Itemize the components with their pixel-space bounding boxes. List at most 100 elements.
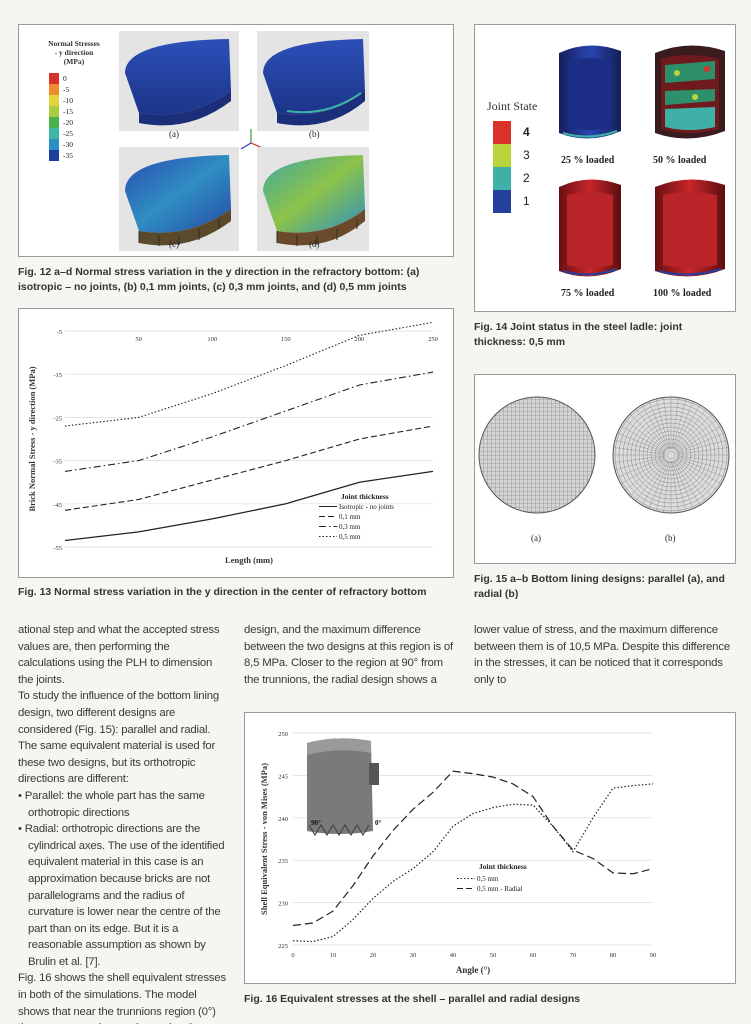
fig16-series-line: [292, 783, 654, 943]
fig12-scale-swatch: [49, 117, 59, 128]
fig13-xtick-label: 150: [281, 336, 291, 343]
fig12-label-c: (c): [169, 239, 179, 249]
fig16-ytick-label: 235: [278, 858, 288, 865]
fig16-xtick-label: 50: [490, 952, 497, 959]
fig12-scale-swatch: [49, 139, 59, 150]
body-col2-para: design, and the maximum difference betwe…: [244, 624, 454, 686]
fig13-caption-text: Normal stress variation in the y directi…: [51, 586, 427, 598]
fig13-xtick-label: 50: [135, 336, 142, 343]
fig16-legend-title: Joint thickness: [479, 862, 527, 871]
fig14-panel: Joint State 4 3 2 1 25 % loaded: [474, 24, 736, 312]
fig16-ytick-label: 245: [278, 773, 288, 780]
body-col1b-para: Fig. 16 shows the shell equivalent stres…: [18, 972, 226, 1024]
fig16-xtick-label: 20: [370, 952, 377, 959]
fig12-scale-label: -10: [63, 96, 73, 105]
fig13-legend-label: 0,1 mm: [339, 513, 361, 521]
fig12-axes-triad: [240, 129, 266, 150]
fig13-series-line: [64, 470, 434, 542]
fig13-ytick-label: -35: [53, 459, 62, 466]
fig16-caption-text: Equivalent stresses at the shell – paral…: [277, 993, 581, 1005]
fig12-scale-label: 0: [63, 74, 67, 83]
fig13-ylabel: Brick Normal Stress - y direction (MPa): [27, 366, 37, 511]
fig16-legend-label: 0,5 mm - Radial: [477, 885, 523, 893]
fig13-xtick-label: 100: [207, 336, 217, 343]
fig15-panel: (a) (b): [474, 374, 736, 564]
body-col3: lower value of stress, and the maximum d…: [474, 622, 736, 688]
fig13-caption: Fig. 13 Normal stress variation in the y…: [18, 585, 454, 600]
fig15-caption-text: a–b Bottom lining designs: parallel (a),…: [474, 573, 725, 600]
fig14-state-swatch: [493, 121, 511, 144]
fig14-state-label: 2: [523, 171, 530, 185]
fig14-caption-num: Fig. 14: [474, 321, 508, 333]
fig14-caption: Fig. 14 Joint status in the steel ladle:…: [474, 320, 736, 350]
fig15-caption: Fig. 15 a–b Bottom lining designs: paral…: [474, 572, 736, 602]
body-bullet-1: • Parallel: the whole part has the same …: [18, 789, 205, 819]
fig14-legend-title: Joint State: [487, 99, 538, 113]
fig13-ytick-label: -5: [57, 329, 62, 336]
fig16-xtick-label: 90: [650, 952, 657, 959]
fig14-renders: [559, 45, 725, 277]
fig12-legend: Normal Stresses - y direction (MPa) 0 -5 -…: [31, 39, 117, 161]
fig14-label-25: 25 % loaded: [561, 155, 615, 166]
fig13-ytick-label: -15: [53, 372, 62, 379]
fig16-ytick-label: 225: [278, 943, 288, 950]
fig15-label-b: (b): [665, 533, 676, 543]
fig15-radial-design: [613, 397, 729, 513]
fig14-state-swatch: [493, 190, 511, 213]
fig12-scale-swatch: [49, 106, 59, 117]
fig12-caption-num: Fig. 12 a–d: [18, 266, 73, 278]
fig16-caption: Fig. 16 Equivalent stresses at the shell…: [244, 992, 736, 1007]
fig12-scale-label: -25: [63, 129, 73, 138]
fig16-xtick-label: 80: [610, 952, 617, 959]
fig16-xtick-label: 10: [330, 952, 337, 959]
fig12-legend-title: Normal Stresses - y direction (MPa): [48, 39, 100, 66]
fig16-xtick-label: 70: [570, 952, 577, 959]
body-bullet-1-text: Parallel: the whole part has the same or…: [24, 789, 205, 819]
fig16-caption-num: Fig. 16: [244, 993, 278, 1005]
fig13-legend-label: 0,3 mm: [339, 523, 361, 531]
fig12-caption: Fig. 12 a–d Normal stress variation in t…: [18, 265, 454, 295]
fig12-scale-swatch: [49, 73, 59, 84]
fig12-renders: [119, 31, 369, 251]
fig16-series-line: [292, 770, 654, 927]
body-col3-para: lower value of stress, and the maximum d…: [474, 624, 730, 686]
fig16-ytick-label: 240: [278, 816, 288, 823]
fig12-render-a: [119, 31, 239, 131]
fig13-legend-label: Isotropic - no joints: [339, 503, 394, 511]
fig12-scale-swatch: [49, 128, 59, 139]
fig14-render-25: [559, 45, 621, 139]
fig12-scale-label: -5: [63, 85, 70, 94]
fig14-render-75: [559, 179, 621, 277]
fig15-designs: [478, 396, 730, 514]
fig14-state-label: 1: [523, 194, 530, 208]
fig15-label-a: (a): [531, 533, 541, 543]
fig12-label-d: (d): [309, 239, 320, 249]
fig13-legend-title: Joint thickness: [341, 492, 389, 501]
fig16-inset-label-90: 90°: [311, 819, 321, 827]
fig13-series-line: [64, 321, 434, 427]
fig15-caption-num: Fig. 15: [474, 573, 508, 585]
fig14-label-50: 50 % loaded: [653, 155, 707, 166]
fig16-inset-label-0: 0°: [375, 819, 382, 827]
fig13-ytick-label: -25: [53, 415, 62, 422]
fig16-xtick-label: 60: [530, 952, 537, 959]
fig16-chart: 225 230 235 240 245 250 0 10 20 30 40 50 60 70 80 90 She…: [259, 731, 657, 975]
fig13-series-line: [64, 425, 434, 511]
fig14-caption-text: Joint status in the steel ladle: joint t…: [474, 321, 683, 348]
fig13-xtick-label: 200: [355, 336, 365, 343]
fig12-label-b: (b): [309, 129, 320, 139]
body-bullet-2-text: Radial: orthotropic directions are the c…: [24, 823, 225, 968]
fig13-ytick-label: -45: [53, 502, 62, 509]
body-col1-para: ational step and what the accepted stres…: [18, 624, 220, 786]
fig13-plot-area: [65, 331, 433, 547]
fig16-shell-inset: [307, 738, 379, 837]
fig13-series-line: [64, 371, 434, 472]
fig16-xlabel: Angle (°): [456, 965, 490, 975]
fig12-label-a: (a): [169, 129, 179, 139]
fig12-render-c: [119, 147, 239, 251]
fig13-legend-label: 0,5 mm: [339, 533, 361, 541]
fig16-ytick-label: 230: [278, 901, 288, 908]
fig16-xtick-label: 30: [410, 952, 417, 959]
fig13-ytick-label: -55: [53, 545, 62, 552]
body-col2: design, and the maximum difference betwe…: [244, 622, 456, 688]
